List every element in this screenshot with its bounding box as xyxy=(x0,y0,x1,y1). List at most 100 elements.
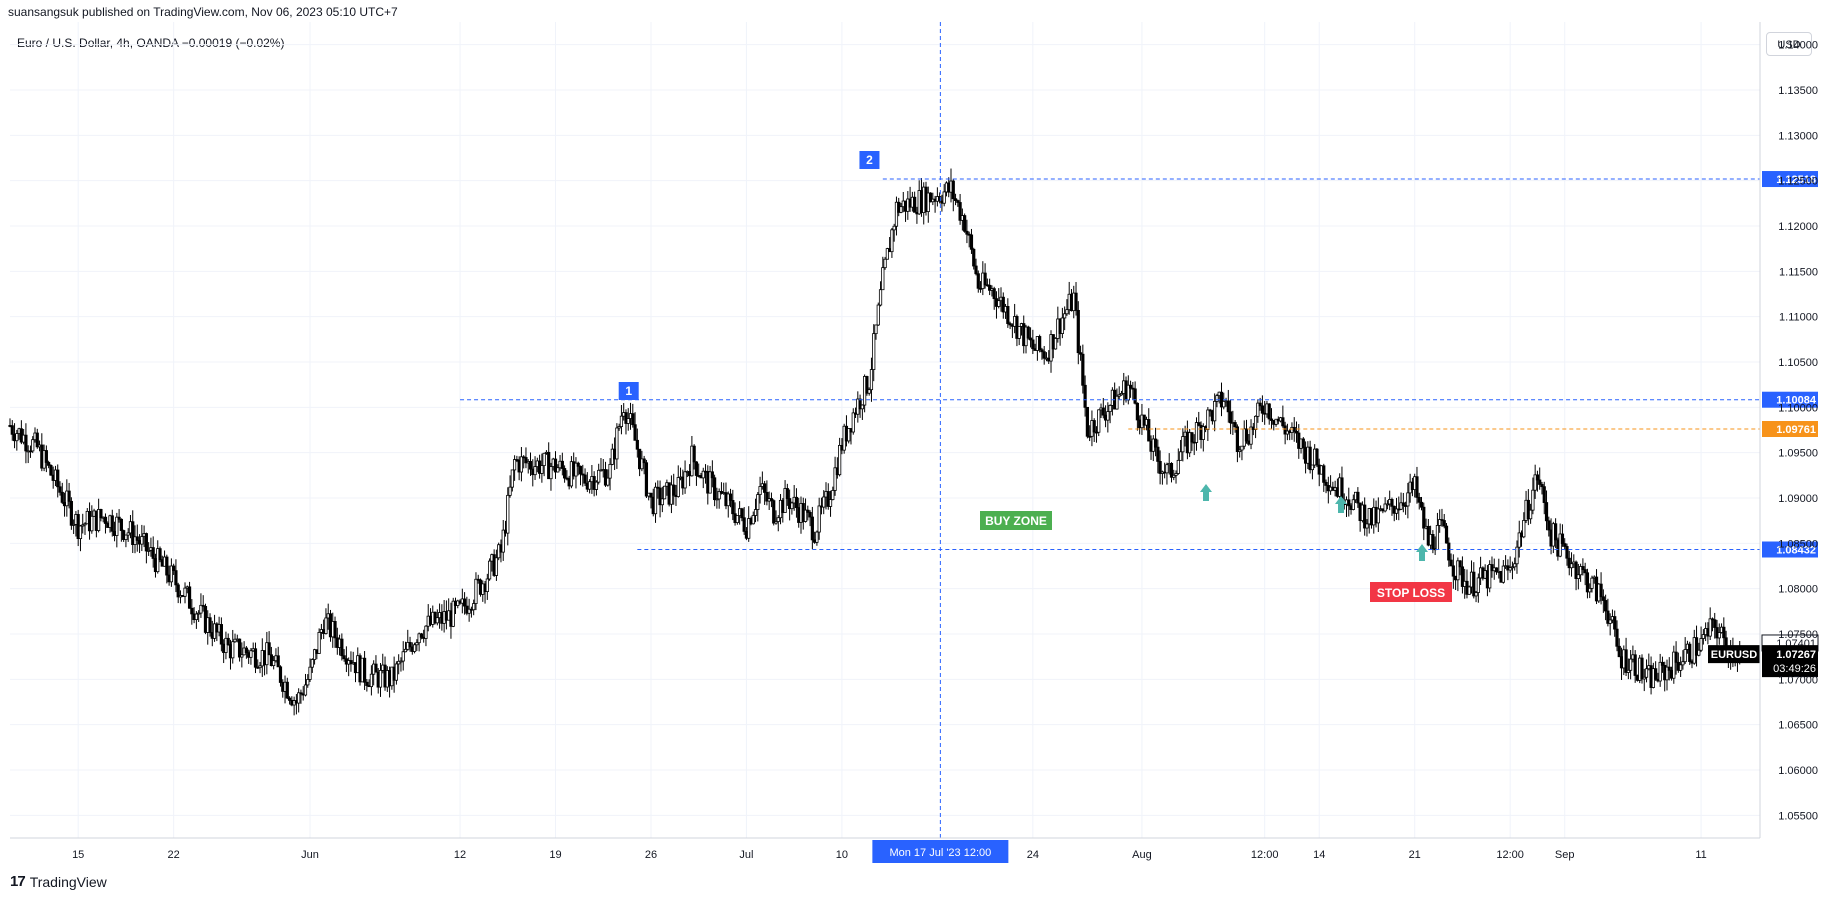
candle-body xyxy=(72,523,76,526)
candle-body xyxy=(838,444,842,476)
candle-body xyxy=(1576,574,1580,579)
overlays: 1.10084 1 1.12518 2 1.08432 1.09761 Mon 17 Jul… xyxy=(460,22,1819,863)
candle-body xyxy=(963,215,967,232)
currency-button[interactable]: USD xyxy=(1766,32,1812,56)
candle-body xyxy=(362,657,367,683)
x-tick-label: 19 xyxy=(549,849,561,861)
candle-body xyxy=(758,486,762,495)
candle-body xyxy=(560,460,564,469)
countdown-text: 03:49:26 xyxy=(1773,663,1816,675)
up-arrow-icon xyxy=(1200,484,1212,501)
candle-body xyxy=(1310,464,1315,471)
candle-body xyxy=(124,534,128,540)
candle-body xyxy=(165,556,169,576)
candle-body xyxy=(1065,309,1069,315)
candle-body xyxy=(951,180,955,200)
candle-body xyxy=(1249,426,1253,445)
candle-body xyxy=(1351,499,1355,510)
candle-body xyxy=(451,600,455,627)
tradingview-logo-text: TradingView xyxy=(29,873,107,890)
candle-body xyxy=(1026,326,1030,339)
candle-body xyxy=(1119,393,1124,396)
candle-body xyxy=(494,557,499,576)
candle-body xyxy=(1588,587,1592,593)
y-tick-label: 1.05500 xyxy=(1778,810,1818,822)
candle-body xyxy=(1194,422,1199,443)
candle-body xyxy=(365,681,369,686)
price-tag-support xyxy=(1762,541,1818,558)
candle-body xyxy=(1442,520,1446,527)
candle-body xyxy=(24,434,28,452)
candle-body xyxy=(1256,402,1260,417)
candle-body xyxy=(169,565,173,583)
level-marker-level-1 xyxy=(618,382,639,400)
up-arrow-icon xyxy=(1416,544,1428,561)
candle-body xyxy=(710,471,714,479)
candle-body xyxy=(649,492,653,498)
crosshair-date-text: Mon 17 Jul '23 12:00 xyxy=(889,847,991,859)
candle-body xyxy=(1422,506,1426,529)
candle-body xyxy=(731,500,735,515)
candle-body xyxy=(528,461,533,470)
candle-body xyxy=(208,617,212,633)
candle-body xyxy=(1440,519,1444,521)
candle-body xyxy=(1008,323,1012,326)
candle-body xyxy=(1617,645,1621,658)
candle-body xyxy=(1238,449,1242,453)
candle-body xyxy=(1258,402,1262,407)
candle-body xyxy=(1376,508,1380,524)
y-tick-label: 1.07500 xyxy=(1778,629,1818,641)
candle-body xyxy=(183,587,187,597)
candle-body xyxy=(110,515,114,532)
candle-body xyxy=(253,648,258,668)
candle-body xyxy=(1694,637,1699,656)
candle-body xyxy=(603,469,608,486)
candle-body xyxy=(403,648,408,653)
candle-body xyxy=(1615,628,1619,647)
y-tick-label: 1.09000 xyxy=(1778,493,1818,505)
candle-body xyxy=(1538,479,1542,485)
candle-body xyxy=(1281,417,1285,427)
candle-body xyxy=(735,515,739,523)
candle-body xyxy=(892,225,896,231)
candle-body xyxy=(574,462,578,477)
tradingview-logo[interactable]: 17 TradingView xyxy=(10,873,107,890)
candle-body xyxy=(412,644,417,652)
candle-body xyxy=(201,604,205,607)
candle-body xyxy=(1460,566,1465,587)
candle-body xyxy=(547,451,551,480)
candle-body xyxy=(983,272,987,286)
candle-body xyxy=(1672,651,1676,679)
candle-body xyxy=(913,196,917,213)
candle-body xyxy=(890,229,894,253)
candle-body xyxy=(1613,616,1617,630)
candle-body xyxy=(1063,313,1067,319)
stop-loss-label-bg xyxy=(1370,582,1452,602)
candle-body xyxy=(828,499,833,507)
candle-body xyxy=(401,651,405,662)
candle-body xyxy=(47,462,51,466)
candle-body xyxy=(244,647,248,654)
level-marker-text-level-2: 2 xyxy=(866,153,873,167)
symbol-legend[interactable]: Euro / U.S. Dollar, 4h, OANDA −0.00019 (… xyxy=(17,36,285,50)
candle-body xyxy=(642,458,646,464)
symbol-tag xyxy=(1708,645,1760,664)
candle-body xyxy=(78,525,83,540)
candle-body xyxy=(1347,499,1351,507)
candle-body xyxy=(224,637,228,653)
candle-body xyxy=(1640,657,1644,680)
candle-body xyxy=(1081,353,1085,386)
candle-body xyxy=(81,524,85,527)
candle-body xyxy=(467,608,471,614)
candle-body xyxy=(1713,619,1717,628)
candle-body xyxy=(997,300,1001,307)
candle-body xyxy=(1688,643,1692,662)
candle-body xyxy=(747,518,751,539)
candle-body xyxy=(899,206,903,213)
candle-body xyxy=(424,625,428,639)
candle-body xyxy=(194,613,198,621)
candle-body xyxy=(1042,351,1046,359)
candle-body xyxy=(1431,534,1435,550)
